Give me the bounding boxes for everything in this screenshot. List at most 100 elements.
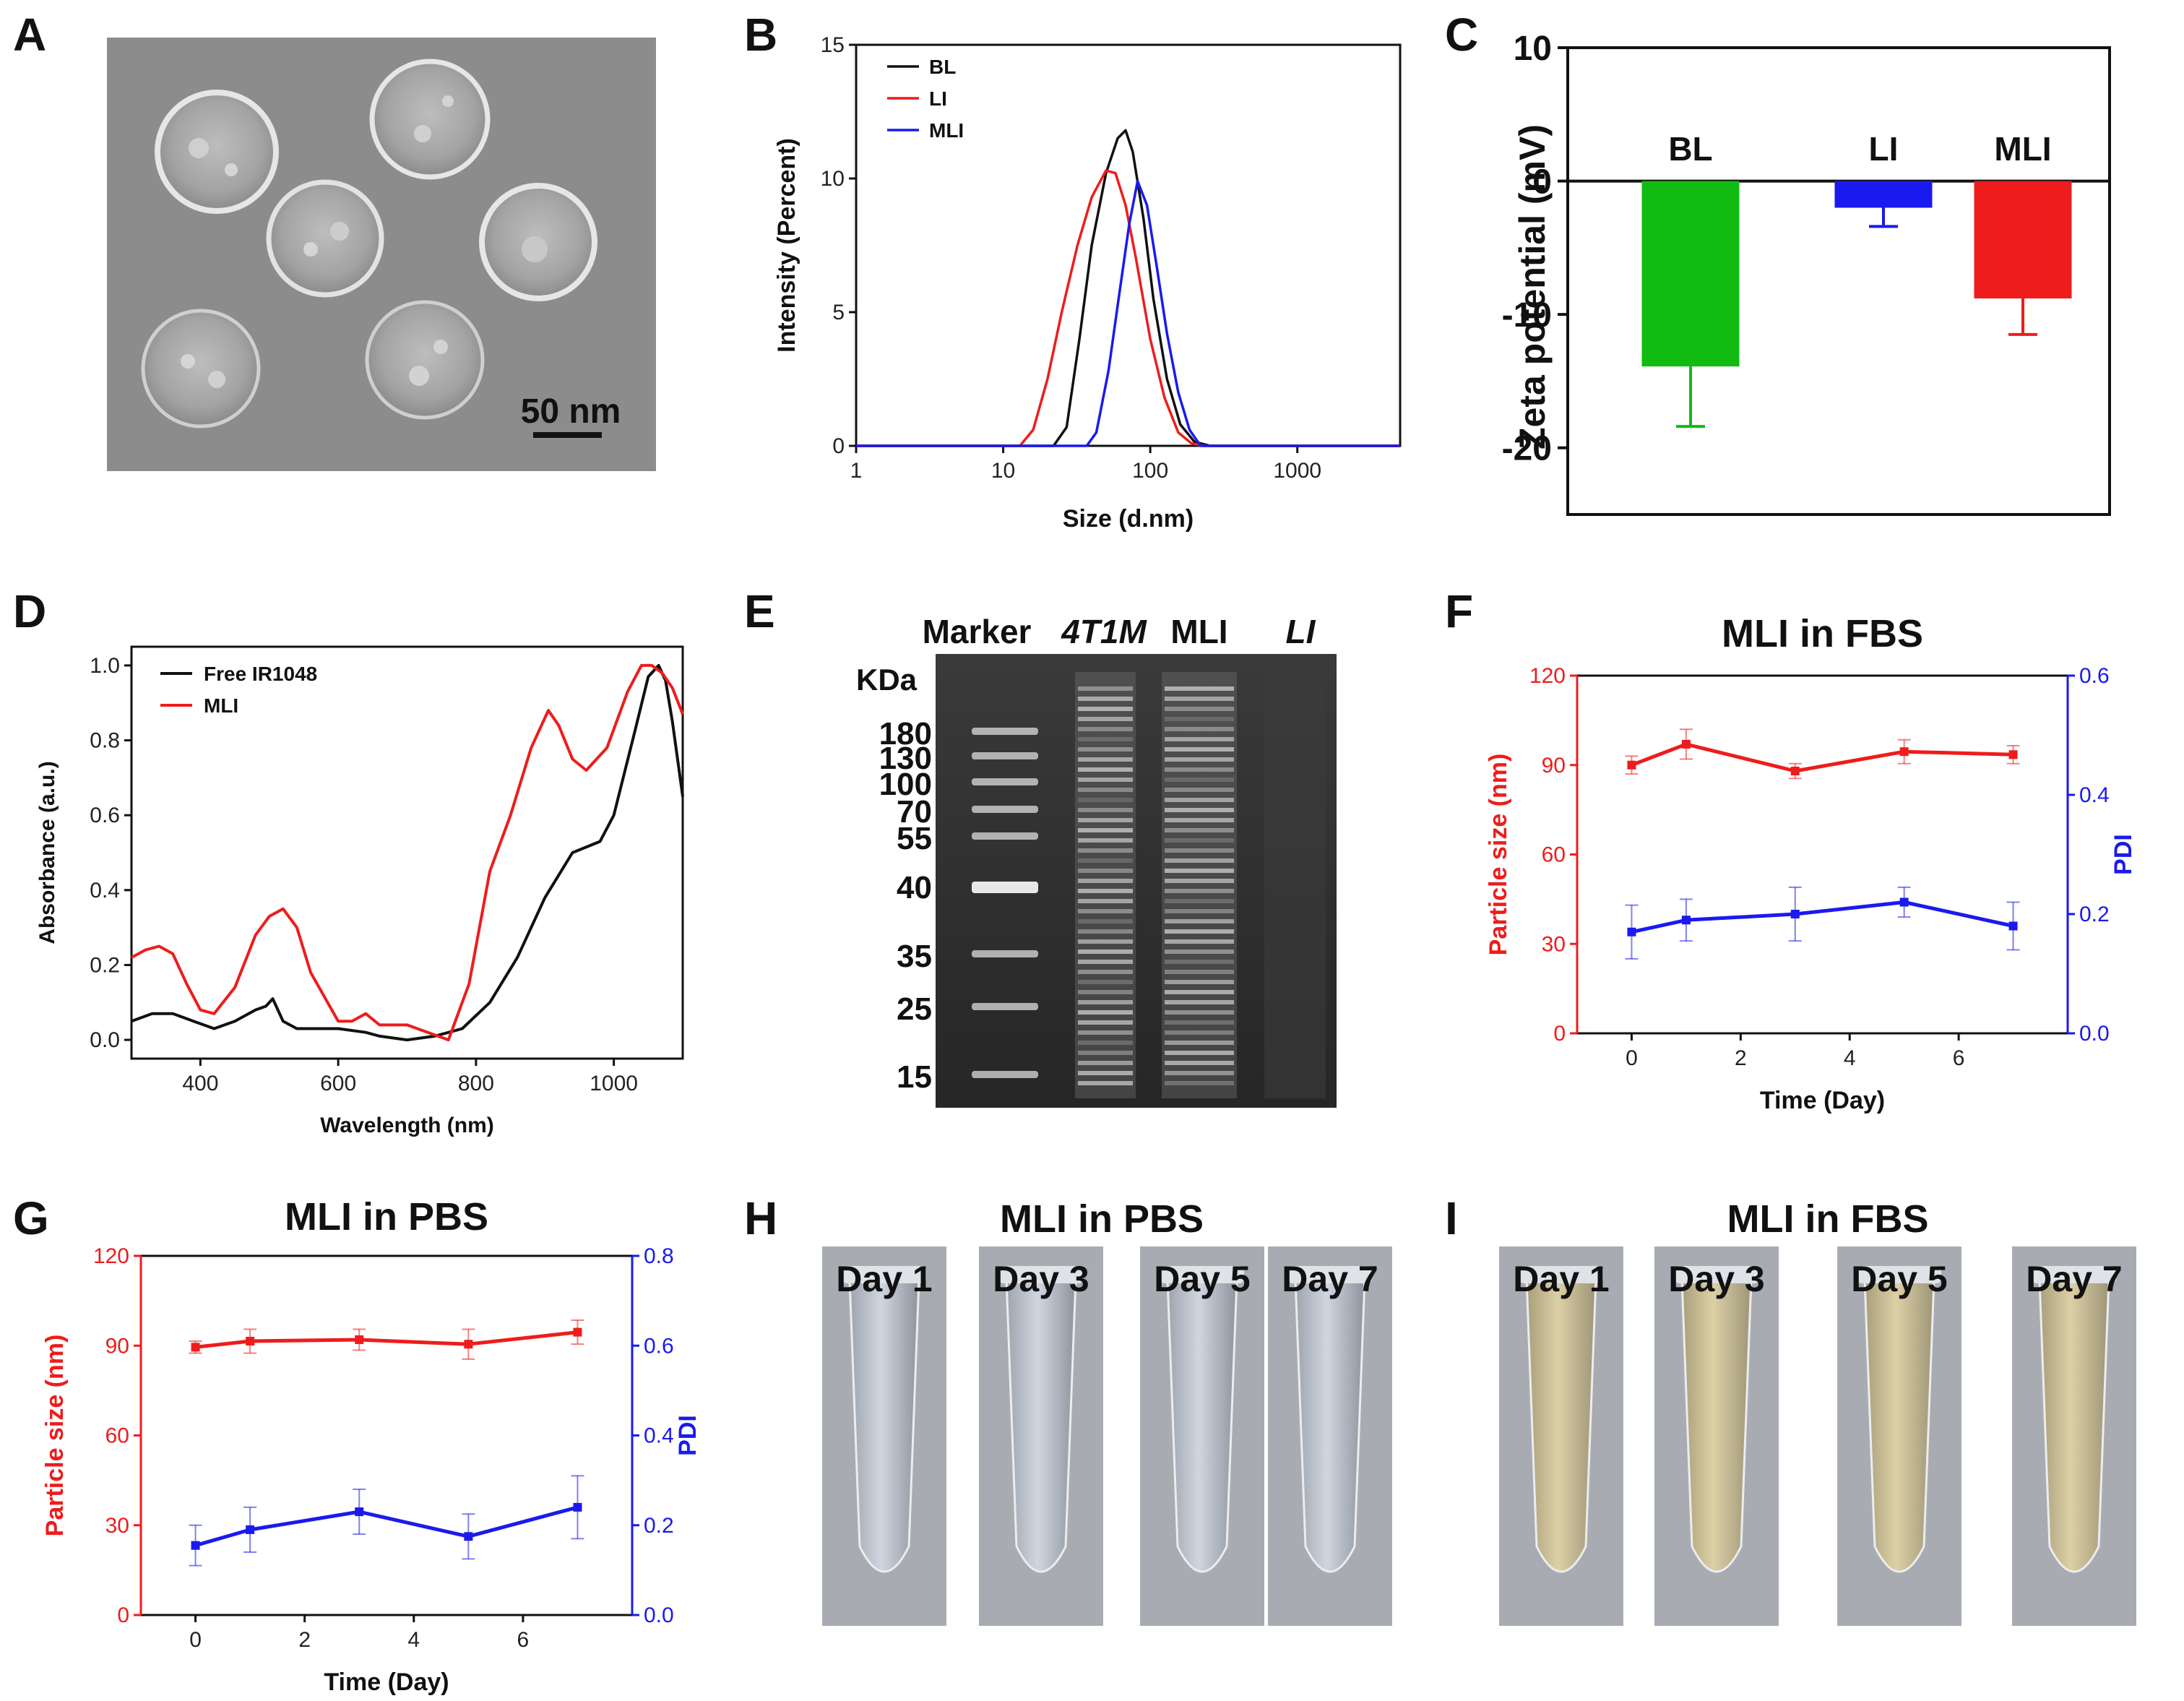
tube-cap-4 <box>2032 1266 2116 1283</box>
series-line-li <box>856 169 1400 447</box>
protein-band <box>1165 960 1234 964</box>
protein-band <box>1078 1020 1133 1025</box>
protein-band <box>1078 909 1133 913</box>
legend-label-1: MLI <box>204 694 238 717</box>
data-point-particle-size <box>1627 760 1636 770</box>
y-tick-label: 30 <box>105 1514 129 1538</box>
x-tick-label: 4 <box>1844 1046 1856 1070</box>
data-point-particle-size <box>246 1337 255 1346</box>
tube-cap-2 <box>1675 1266 1758 1283</box>
tube-2 <box>1680 1278 1753 1573</box>
vesicle-4 <box>479 183 597 301</box>
protein-band <box>1078 788 1133 792</box>
data-point-pdi <box>573 1502 582 1512</box>
y-tick-label: 5 <box>832 301 845 324</box>
marker-band <box>972 950 1038 957</box>
y-tick-label: 60 <box>1542 843 1566 867</box>
legend-label-mli: MLI <box>929 119 964 142</box>
data-point-particle-size <box>355 1335 364 1344</box>
y-tick-label: 0 <box>1553 1022 1566 1046</box>
legend-label-0: Free IR1048 <box>204 663 317 685</box>
protein-band <box>1078 1051 1133 1055</box>
y-tick-label: -20 <box>1502 430 1552 468</box>
scale-bar-label: 50 nm <box>521 392 621 431</box>
protein-band <box>1165 919 1234 923</box>
protein-band <box>1165 818 1234 822</box>
protein-band <box>1165 858 1234 863</box>
data-point-particle-size <box>573 1327 582 1337</box>
y-tick-label: -10 <box>1502 296 1552 335</box>
y-tick-label: 90 <box>1542 754 1566 778</box>
protein-band <box>1078 737 1133 741</box>
y2-tick-label: 0.8 <box>644 1244 674 1268</box>
protein-band <box>1078 757 1133 762</box>
plot-frame <box>1566 46 2111 516</box>
legend-label-bl: BL <box>929 56 956 78</box>
protein-band <box>1165 1081 1234 1085</box>
chart-g-mli-in-pbs: MLI in PBS 0 30 60 90 120 0.0 0.2 0.4 0.6 0.8 0 2 4 6 T… <box>41 1195 702 1696</box>
protein-band <box>1165 899 1234 903</box>
y-tick-label: 0 <box>117 1603 129 1627</box>
x-axis-label: Time (Day) <box>1760 1087 1885 1114</box>
bar-label-li: LI <box>1869 130 1899 168</box>
y-tick-label: 0 <box>1532 163 1552 202</box>
data-point-particle-size <box>2008 750 2018 759</box>
tube-3 <box>1863 1278 1935 1573</box>
panel-i-title: MLI in FBS <box>1727 1197 1929 1241</box>
panel-h-title: MLI in PBS <box>1000 1197 1204 1241</box>
protein-band <box>1078 980 1133 984</box>
bar-label-bl: BL <box>1668 130 1712 168</box>
y2-tick-label: 0.6 <box>644 1334 674 1358</box>
data-point-pdi <box>1790 910 1800 918</box>
protein-band <box>1165 707 1234 711</box>
x-tick-label: 2 <box>1735 1046 1747 1070</box>
protein-band <box>1165 686 1234 691</box>
data-point-pdi <box>464 1532 473 1541</box>
protein-band <box>1078 838 1133 843</box>
marker-band <box>972 728 1038 735</box>
marker-label-130: 130 <box>879 741 932 776</box>
data-point-pdi <box>246 1525 255 1534</box>
vesicle-3 <box>266 179 384 298</box>
vesicle-2 <box>369 59 491 180</box>
protein-band <box>1078 697 1133 701</box>
protein-band <box>1165 939 1234 944</box>
marker-label-55: 55 <box>897 821 932 856</box>
x-axis-label: Size (d.nm) <box>1063 505 1194 533</box>
y-tick-label: 60 <box>105 1424 129 1448</box>
marker-band <box>972 752 1038 759</box>
protein-band <box>1078 727 1133 731</box>
y-tick-label: 0.6 <box>90 804 120 827</box>
panel-letter-e: E <box>744 585 775 637</box>
protein-band <box>1165 788 1234 792</box>
y2-tick-label: 0.6 <box>2079 664 2110 688</box>
protein-band <box>1165 990 1234 994</box>
y2-axis-label: PDI <box>2110 834 2137 875</box>
data-point-pdi <box>191 1541 200 1550</box>
marker-band <box>972 882 1038 893</box>
protein-band <box>1078 717 1133 721</box>
protein-band <box>1165 757 1234 762</box>
protein-band <box>1165 1010 1234 1015</box>
panel-letter-f: F <box>1445 585 1473 637</box>
protein-band <box>1165 697 1234 701</box>
data-point-pdi <box>2008 921 2018 931</box>
data-point-particle-size <box>464 1340 473 1349</box>
protein-band <box>1078 1030 1133 1035</box>
marker-label-100: 100 <box>879 767 932 802</box>
y-axis-label: Particle size (nm) <box>1485 754 1512 956</box>
tube-cap-2 <box>999 1266 1083 1283</box>
x-tick-label: 4 <box>407 1628 420 1652</box>
protein-band <box>1165 737 1234 741</box>
protein-band <box>1165 949 1234 954</box>
panel-a-tem-image: 50 nm <box>107 38 656 471</box>
marker-band <box>972 832 1038 840</box>
protein-band <box>1165 838 1234 843</box>
data-point-pdi <box>1899 897 1909 907</box>
chart-title: MLI in FBS <box>1722 612 1923 655</box>
protein-band <box>1165 1000 1234 1004</box>
protein-band <box>1165 929 1234 934</box>
protein-band <box>1165 879 1234 883</box>
panel-letter-i: I <box>1445 1192 1458 1244</box>
